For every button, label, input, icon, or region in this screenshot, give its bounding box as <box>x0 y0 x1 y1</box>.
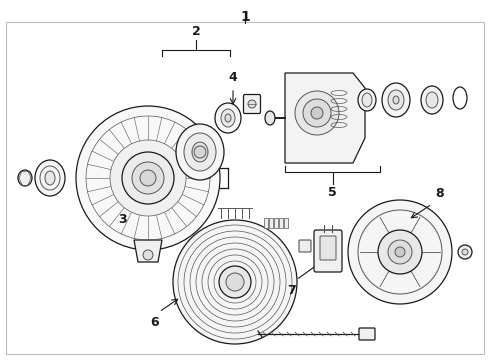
Bar <box>264 218 268 228</box>
Circle shape <box>194 146 206 158</box>
Circle shape <box>219 266 251 298</box>
Circle shape <box>378 230 422 274</box>
Ellipse shape <box>393 96 399 104</box>
Polygon shape <box>134 240 162 262</box>
Ellipse shape <box>18 170 32 186</box>
FancyBboxPatch shape <box>359 328 375 340</box>
Ellipse shape <box>184 133 216 171</box>
Circle shape <box>462 249 468 255</box>
Circle shape <box>140 170 156 186</box>
Text: 5: 5 <box>328 186 337 199</box>
Text: 6: 6 <box>151 316 159 329</box>
Text: 3: 3 <box>118 213 126 226</box>
Ellipse shape <box>388 90 404 110</box>
Bar <box>284 218 288 228</box>
Circle shape <box>143 250 153 260</box>
Polygon shape <box>285 73 365 163</box>
Ellipse shape <box>176 124 224 180</box>
Circle shape <box>295 91 339 135</box>
Circle shape <box>173 220 297 344</box>
Text: 4: 4 <box>229 71 237 84</box>
Ellipse shape <box>358 89 376 111</box>
Text: 8: 8 <box>435 187 443 200</box>
Ellipse shape <box>76 106 220 250</box>
Text: 2: 2 <box>192 25 200 38</box>
FancyBboxPatch shape <box>299 240 311 252</box>
FancyBboxPatch shape <box>314 230 342 272</box>
Ellipse shape <box>421 86 443 114</box>
Ellipse shape <box>192 142 208 162</box>
Bar <box>269 218 273 228</box>
FancyBboxPatch shape <box>320 236 336 260</box>
Circle shape <box>388 240 412 264</box>
Ellipse shape <box>35 160 65 196</box>
Circle shape <box>248 100 256 108</box>
Text: 1: 1 <box>240 10 250 24</box>
Ellipse shape <box>45 171 55 185</box>
Ellipse shape <box>265 111 275 125</box>
FancyBboxPatch shape <box>244 95 261 113</box>
Ellipse shape <box>382 83 410 117</box>
Ellipse shape <box>362 93 372 107</box>
Circle shape <box>395 247 405 257</box>
Circle shape <box>348 200 452 304</box>
Bar <box>274 218 278 228</box>
Ellipse shape <box>215 103 241 133</box>
Circle shape <box>226 273 244 291</box>
Text: 7: 7 <box>288 284 296 297</box>
Ellipse shape <box>225 114 231 122</box>
Circle shape <box>122 152 174 204</box>
Bar <box>279 218 283 228</box>
Circle shape <box>458 245 472 259</box>
Ellipse shape <box>426 92 438 108</box>
Circle shape <box>110 140 186 216</box>
Circle shape <box>132 162 164 194</box>
Circle shape <box>303 99 331 127</box>
Ellipse shape <box>221 109 235 127</box>
Circle shape <box>311 107 323 119</box>
